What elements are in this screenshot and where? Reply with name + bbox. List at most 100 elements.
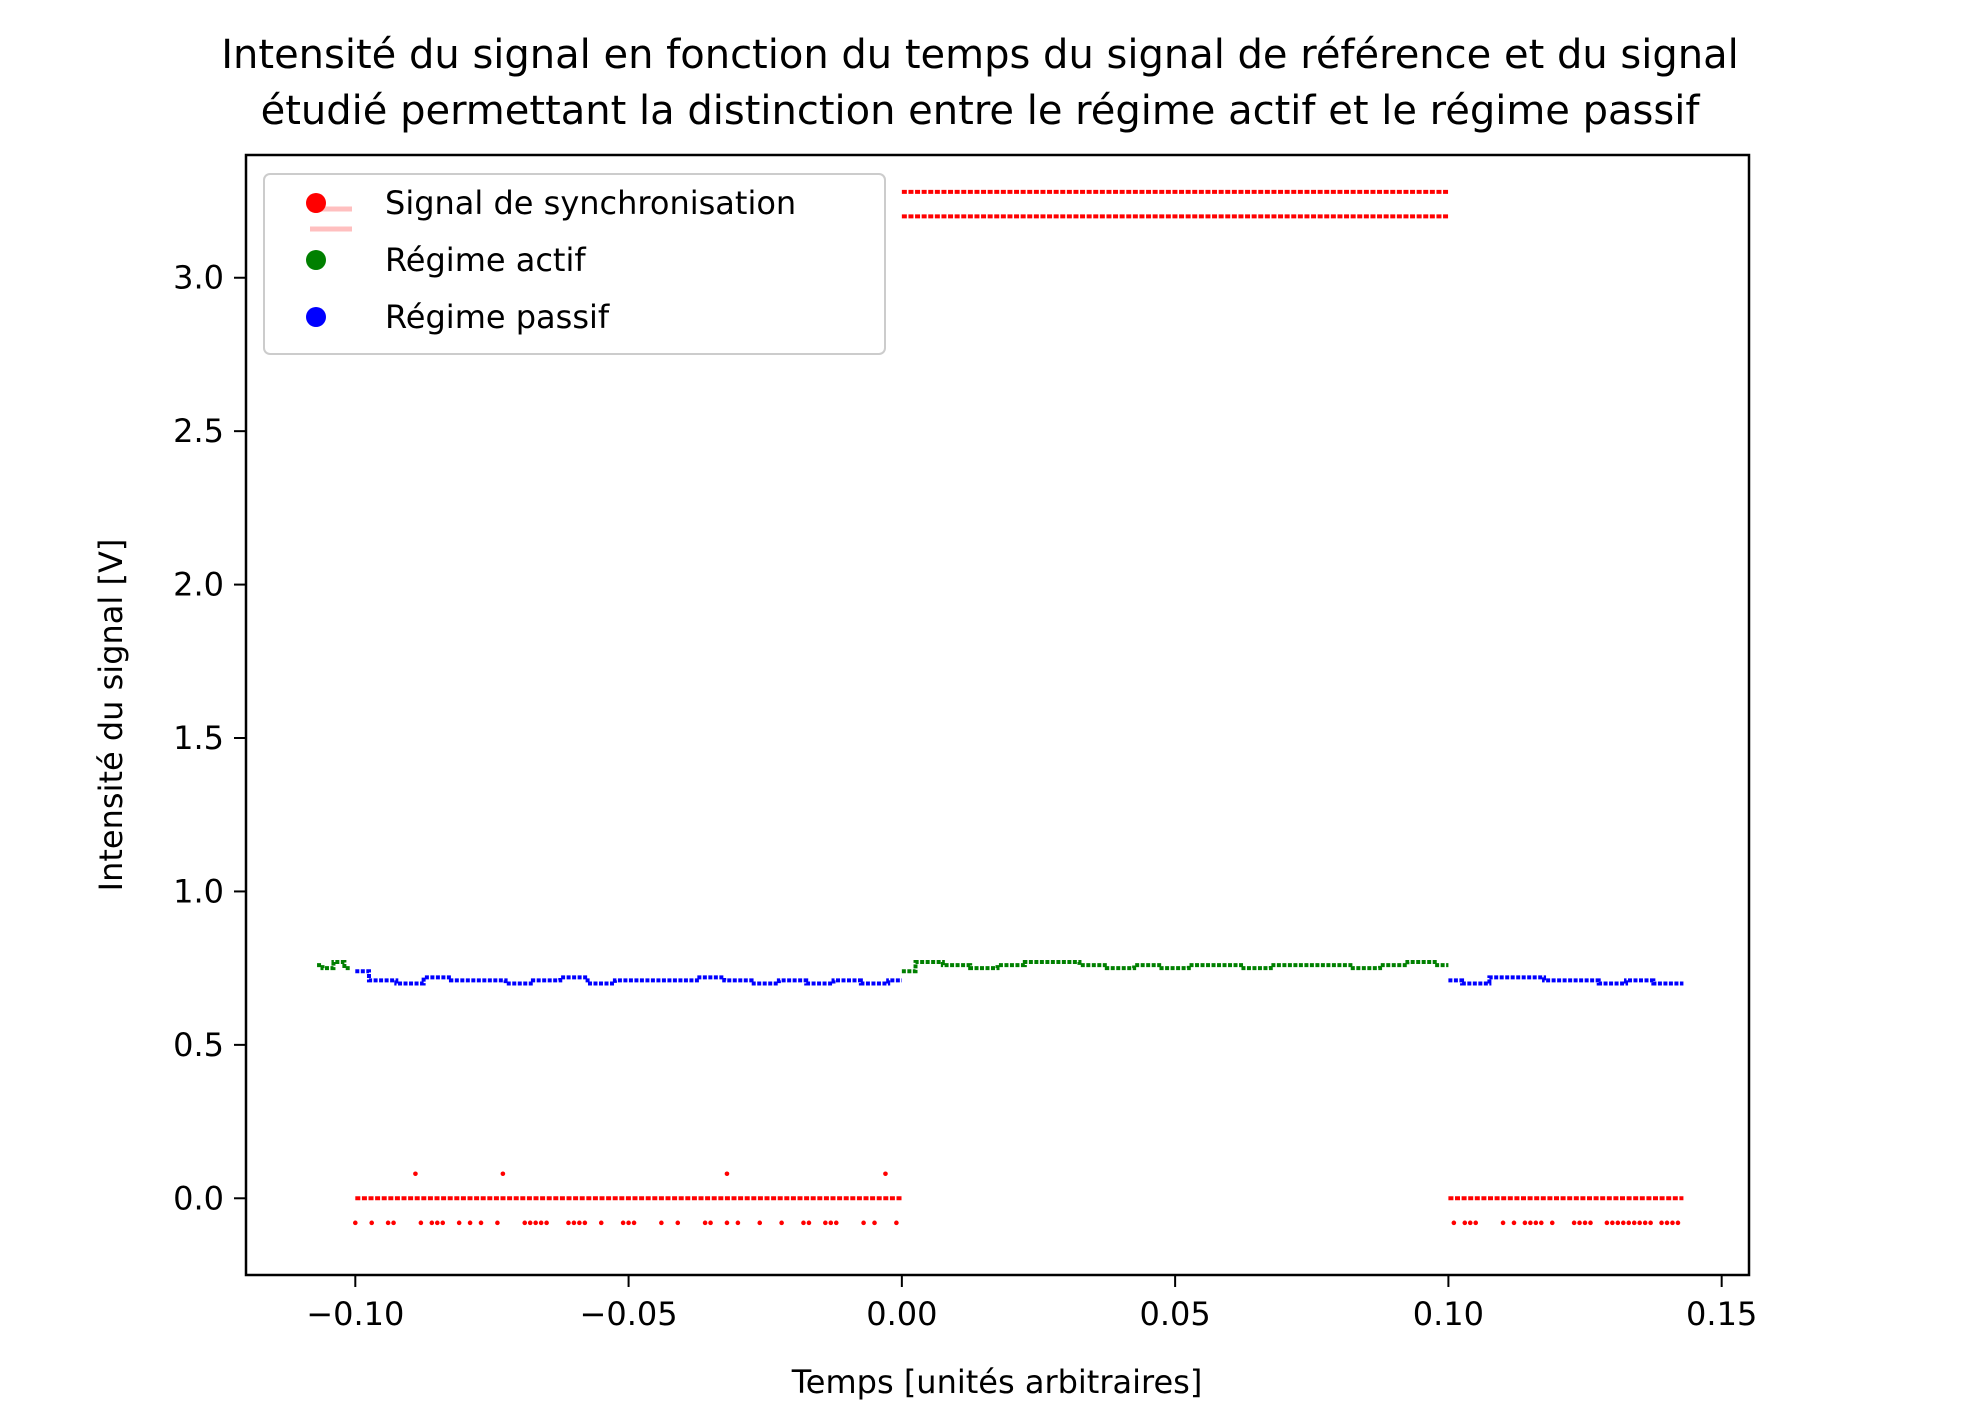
series-0-point-16 [522, 1220, 528, 1226]
series-0-point-43 [872, 1220, 877, 1226]
series-0-point-34 [735, 1220, 741, 1226]
series-0-point-56 [1571, 1220, 1577, 1226]
y-tick-label-4: 2.0 [173, 566, 224, 604]
x-tick-label-4: 0.10 [1413, 1295, 1484, 1333]
series-0-point-69 [1659, 1220, 1664, 1226]
x-tick-label-2: 0.00 [866, 1295, 937, 1333]
y-tick-label-2: 1.0 [173, 872, 224, 910]
series-0-point-31 [702, 1220, 708, 1226]
series-0-point-60 [1604, 1220, 1610, 1226]
series-0-point-39 [823, 1220, 828, 1226]
legend-marker-1 [306, 250, 326, 270]
legend-label-0: Signal de synchronisation [385, 184, 796, 222]
chart-title-line1: Intensité du signal en fonction du temps… [221, 32, 1739, 78]
series-0-point-36 [779, 1220, 784, 1226]
legend-label-2: Régime passif [385, 298, 610, 336]
x-axis: −0.10 −0.05 0.00 0.05 0.10 0.15 [306, 1275, 1757, 1333]
x-tick-label-0: −0.10 [306, 1295, 404, 1333]
series-0-point-24 [582, 1220, 588, 1226]
series-0-point-62 [1615, 1220, 1621, 1226]
legend-frame [263, 173, 886, 355]
series-0-point-14 [478, 1220, 484, 1226]
series-0-point-47 [1467, 1220, 1473, 1226]
series-0-point-67 [1642, 1220, 1648, 1226]
series-0-point-8 [418, 1220, 424, 1226]
series-0-point-1 [500, 1171, 506, 1177]
series-0-point-72 [1675, 1220, 1681, 1226]
legend-label-1: Régime actif [385, 241, 586, 279]
series-0-point-12 [456, 1220, 462, 1226]
series-2-trace-1 [1448, 975, 1684, 986]
series-0-point-54 [1539, 1220, 1544, 1226]
series-0-point-59 [1588, 1220, 1593, 1226]
series-0-point-57 [1577, 1220, 1582, 1226]
series-0-point-0 [413, 1171, 418, 1177]
series-0-point-32 [708, 1220, 713, 1226]
chart-title-line2: étudié permettant la distinction entre l… [261, 88, 1701, 134]
series-0-point-51 [1522, 1220, 1528, 1226]
series-0-point-65 [1631, 1220, 1637, 1226]
series-0-point-5 [369, 1220, 375, 1226]
y-axis: 0.0 0.5 1.0 1.5 2.0 2.5 3.0 [173, 259, 246, 1217]
series-0-point-30 [675, 1220, 681, 1226]
plot-marks [317, 189, 1684, 1226]
series-0-point-28 [631, 1220, 637, 1226]
y-tick-label-6: 3.0 [173, 259, 224, 297]
plot-frame [244, 153, 1751, 1277]
series-0-point-21 [566, 1220, 571, 1226]
series-2-trace-0 [355, 969, 902, 986]
series-0-point-18 [533, 1220, 538, 1226]
series-0-point-11 [440, 1220, 446, 1226]
series-0-point-64 [1626, 1220, 1632, 1226]
x-tick-label-3: 0.05 [1140, 1295, 1211, 1333]
y-tick-label-0: 0.0 [173, 1179, 224, 1217]
series-0-point-13 [467, 1220, 473, 1226]
x-tick-label-5: 0.15 [1686, 1295, 1757, 1333]
series-1-trace-1 [901, 960, 1449, 974]
series-0-point-17 [527, 1220, 533, 1226]
series-0-point-22 [571, 1220, 577, 1226]
series-2 [355, 969, 1684, 986]
series-0-point-40 [828, 1220, 834, 1226]
series-0-point-71 [1670, 1220, 1675, 1226]
series-0-point-61 [1610, 1220, 1615, 1226]
series-0-point-19 [538, 1220, 544, 1226]
legend-marker-0 [306, 193, 326, 213]
series-0-point-42 [861, 1220, 866, 1226]
series-0-point-63 [1620, 1220, 1626, 1226]
series-1-trace-0 [317, 960, 350, 971]
series-0-point-55 [1549, 1220, 1555, 1226]
series-0-point-6 [385, 1220, 391, 1226]
y-axis-label: Intensité du signal [V] [92, 539, 130, 892]
series-0-point-53 [1533, 1220, 1539, 1226]
series-0-point-25 [598, 1220, 604, 1226]
series-0-point-35 [757, 1220, 763, 1226]
series-0-point-41 [833, 1220, 839, 1226]
series-0-point-44 [894, 1220, 899, 1226]
series-0-point-45 [1451, 1220, 1457, 1226]
x-tick-label-1: −0.05 [580, 1295, 678, 1333]
series-0-point-66 [1637, 1220, 1642, 1226]
y-tick-label-5: 2.5 [173, 412, 224, 450]
y-tick-label-3: 1.5 [173, 719, 224, 757]
series-0-point-26 [620, 1220, 626, 1226]
series-0-point-2 [724, 1171, 730, 1177]
series-0-point-27 [626, 1220, 631, 1226]
series-0-point-50 [1511, 1220, 1517, 1226]
x-axis-label: Temps [unités arbitraires] [791, 1363, 1203, 1401]
series-0-point-70 [1664, 1220, 1670, 1226]
series-0-point-48 [1473, 1220, 1479, 1226]
series-1 [317, 960, 1449, 974]
series-0-point-29 [659, 1220, 664, 1226]
series-0-point-33 [724, 1220, 730, 1226]
series-0-point-37 [801, 1220, 806, 1226]
series-0-point-4 [353, 1220, 358, 1226]
y-tick-label-1: 0.5 [173, 1026, 224, 1064]
series-0-point-58 [1582, 1220, 1588, 1226]
series-0-point-10 [434, 1220, 440, 1226]
series-0-point-52 [1528, 1220, 1533, 1226]
series-0-point-49 [1500, 1220, 1506, 1226]
series-0-point-20 [544, 1220, 549, 1226]
series-0-point-15 [495, 1220, 500, 1226]
